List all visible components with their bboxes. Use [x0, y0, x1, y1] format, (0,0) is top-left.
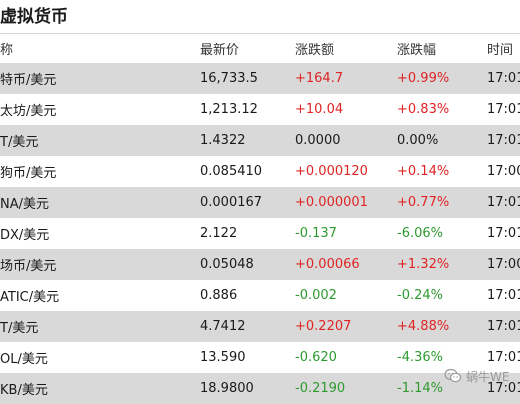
cell-change-pct: -1.14% [397, 381, 443, 396]
cell-change: +0.000001 [295, 195, 368, 210]
cell-price: 0.085410 [200, 164, 263, 179]
cell-change-pct: +0.77% [397, 195, 450, 210]
cell-price: 0.000167 [200, 195, 263, 210]
table-row[interactable]: T/美元 4.7412 +0.2207 +4.88% 17:01 [0, 311, 520, 342]
table-row[interactable]: KB/美元 18.9800 -0.2190 -1.14% 17:01 [0, 373, 520, 404]
cell-price: 1,213.12 [200, 102, 258, 117]
cell-time: 17:01 [487, 133, 520, 148]
table-row[interactable]: DX/美元 2.122 -0.137 -6.06% 17:01 [0, 218, 520, 249]
quote-table: 特币/美元 16,733.5 +164.7 +0.99% 17:01 太坊/美元 1,213… [0, 63, 520, 404]
cell-change-pct: -4.36% [397, 350, 443, 365]
cell-change-pct: -6.06% [397, 226, 443, 241]
cell-change: +164.7 [295, 71, 344, 86]
header-change-pct: 涨跌幅 [397, 43, 437, 58]
cell-name: 场币/美元 [0, 259, 57, 274]
cell-change: +0.00066 [295, 257, 360, 272]
cell-name: NA/美元 [0, 197, 49, 212]
table-row[interactable]: T/美元 1.4322 0.0000 0.00% 17:01 [0, 125, 520, 156]
cell-change: 0.0000 [295, 133, 341, 148]
cell-change: -0.137 [295, 226, 337, 241]
header-change: 涨跌额 [295, 43, 335, 58]
table-row[interactable]: 场币/美元 0.05048 +0.00066 +1.32% 17:00 [0, 249, 520, 280]
header-name: 称 [0, 43, 14, 58]
table-row[interactable]: OL/美元 13.590 -0.620 -4.36% 17:01 [0, 342, 520, 373]
cell-price: 0.05048 [200, 257, 254, 272]
cell-name: 特币/美元 [0, 73, 57, 88]
cell-time: 17:01 [487, 350, 520, 365]
cell-change: +0.000120 [295, 164, 368, 179]
header-price: 最新价 [200, 43, 240, 58]
cell-time: 17:00 [487, 164, 520, 179]
cell-name: 狗币/美元 [0, 166, 57, 181]
cell-change-pct: 0.00% [397, 133, 439, 148]
cell-change-pct: +4.88% [397, 319, 450, 334]
cell-name: KB/美元 [0, 383, 48, 398]
header-time: 时间 [487, 43, 514, 58]
cell-change: -0.620 [295, 350, 337, 365]
cell-time: 17:01 [487, 319, 520, 334]
table-row[interactable]: ATIC/美元 0.886 -0.002 -0.24% 17:01 [0, 280, 520, 311]
watermark: 蜗牛WE [444, 367, 509, 385]
cell-price: 4.7412 [200, 319, 246, 334]
cell-change-pct: +0.99% [397, 71, 450, 86]
cell-name: DX/美元 [0, 228, 50, 243]
table-row[interactable]: NA/美元 0.000167 +0.000001 +0.77% 17:01 [0, 187, 520, 218]
cell-price: 16,733.5 [200, 71, 258, 86]
cell-change-pct: -0.24% [397, 288, 443, 303]
cell-price: 18.9800 [200, 381, 254, 396]
cell-change-pct: +0.83% [397, 102, 450, 117]
cell-price: 1.4322 [200, 133, 246, 148]
cell-change-pct: +0.14% [397, 164, 450, 179]
title-divider [0, 33, 520, 34]
cell-name: T/美元 [0, 321, 39, 336]
cell-name: OL/美元 [0, 352, 48, 367]
cell-time: 17:01 [487, 71, 520, 86]
cell-change-pct: +1.32% [397, 257, 450, 272]
cell-time: 17:01 [487, 381, 520, 396]
table-header: 称 最新价 涨跌额 涨跌幅 时间 [0, 34, 520, 63]
cell-time: 17:01 [487, 102, 520, 117]
cell-time: 17:01 [487, 288, 520, 303]
page-title: 虚拟货币 [0, 7, 68, 27]
wechat-icon [444, 368, 462, 383]
cell-name: 太坊/美元 [0, 104, 57, 119]
cell-price: 13.590 [200, 350, 246, 365]
table-row[interactable]: 狗币/美元 0.085410 +0.000120 +0.14% 17:00 [0, 156, 520, 187]
cell-change: -0.002 [295, 288, 337, 303]
table-row[interactable]: 特币/美元 16,733.5 +164.7 +0.99% 17:01 [0, 63, 520, 94]
cell-time: 17:01 [487, 195, 520, 210]
cell-name: ATIC/美元 [0, 290, 60, 305]
cell-price: 0.886 [200, 288, 238, 303]
cell-time: 17:01 [487, 226, 520, 241]
table-row[interactable]: 太坊/美元 1,213.12 +10.04 +0.83% 17:01 [0, 94, 520, 125]
cell-name: T/美元 [0, 135, 39, 150]
cell-price: 2.122 [200, 226, 238, 241]
cell-time: 17:00 [487, 257, 520, 272]
cell-change: +0.2207 [295, 319, 352, 334]
cell-change: +10.04 [295, 102, 344, 117]
cell-change: -0.2190 [295, 381, 346, 396]
watermark-text: 蜗牛WE [466, 369, 510, 384]
